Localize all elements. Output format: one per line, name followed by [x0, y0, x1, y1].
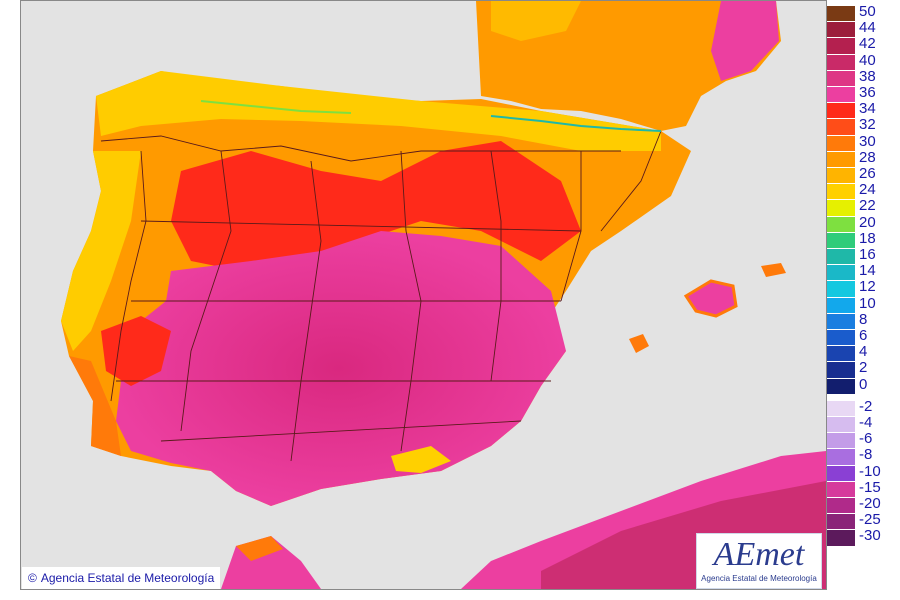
credit-text: Agencia Estatal de Meteorología: [40, 571, 215, 585]
legend-swatch-warm-6: [827, 103, 855, 120]
region-borders: [100, 130, 662, 462]
legend-swatch-cold-3: [827, 449, 855, 466]
legend-label-warm-22: 2: [859, 359, 868, 377]
legend-label-cold-5: -15: [859, 478, 881, 496]
legend-label-warm-9: 28: [859, 148, 876, 166]
france-warm-band: [491, 1, 581, 41]
copyright-icon: ©: [28, 571, 37, 585]
legend-swatch-cold-4: [827, 465, 855, 482]
legend-label-cold-7: -25: [859, 511, 881, 529]
legend-swatch-warm-1: [827, 22, 855, 39]
legend-swatch-cold-2: [827, 433, 855, 450]
legend-swatch-cold-7: [827, 514, 855, 531]
legend-label-warm-7: 32: [859, 116, 876, 134]
temperature-map-frame: [20, 0, 827, 590]
legend-swatch-cold-1: [827, 417, 855, 434]
legend-swatch-warm-4: [827, 70, 855, 87]
temperature-map: [21, 1, 826, 589]
legend-swatch-warm-3: [827, 54, 855, 71]
west-mild-coast: [61, 151, 141, 351]
legend-label-cold-1: -4: [859, 414, 873, 431]
legend-label-warm-1: 44: [859, 19, 876, 37]
logo-wordmark: AEmet: [713, 536, 805, 573]
legend-label-warm-2: 42: [859, 35, 876, 53]
legend-swatch-warm-18: [827, 297, 855, 314]
legend-label-warm-16: 14: [859, 262, 876, 280]
legend-label-warm-21: 4: [859, 343, 868, 361]
legend-swatch-warm-9: [827, 151, 855, 168]
ibiza-island: [629, 334, 649, 353]
legend-swatch-warm-0: [827, 6, 855, 23]
legend-swatch-warm-5: [827, 87, 855, 104]
southwest-hot-pocket: [101, 316, 171, 386]
cantabrian-ridge: [200, 100, 352, 114]
legend-label-cold-0: -2: [859, 397, 873, 415]
legend-label-warm-14: 18: [859, 229, 876, 247]
pyrenees-ridge: [490, 115, 662, 132]
legend-label-cold-8: -30: [859, 527, 881, 545]
legend-swatch-warm-21: [827, 346, 855, 363]
temperature-legend: 50 44 42 40 38 36 34 32 30 28 26 24 22 20 18 16 14 12 10 8 6…: [827, 4, 881, 586]
legend-swatch-cold-0: [827, 400, 855, 417]
legend-swatch-warm-8: [827, 135, 855, 152]
legend-label-warm-5: 36: [859, 84, 876, 101]
legend-swatch-warm-7: [827, 119, 855, 136]
france-hot-zone: [711, 1, 779, 81]
legend-label-warm-3: 40: [859, 51, 876, 69]
legend-swatch-cold-6: [827, 498, 855, 515]
mallorca-island: [683, 279, 738, 318]
legend-label-warm-6: 34: [859, 100, 876, 118]
legend-label-cold-2: -6: [859, 430, 873, 448]
legend-label-warm-11: 24: [859, 181, 876, 199]
legend-label-warm-23: 0: [859, 375, 868, 393]
portugal-coast-rim: [69, 356, 121, 456]
legend-label-warm-19: 8: [859, 310, 868, 328]
legend-swatch-warm-20: [827, 330, 855, 347]
legend-swatch-cold-5: [827, 481, 855, 498]
menorca-island: [761, 263, 786, 277]
legend-swatch-warm-19: [827, 313, 855, 330]
aemet-logo: AEmet Agencia Estatal de Meteorología: [696, 533, 822, 589]
copyright-credit: © Agencia Estatal de Meteorología: [22, 567, 221, 589]
legend-swatch-warm-23: [827, 378, 855, 395]
legend-swatch-warm-16: [827, 265, 855, 282]
legend-label-cold-6: -20: [859, 495, 881, 512]
legend-label-warm-0: 50: [859, 3, 876, 20]
legend-swatch-warm-11: [827, 184, 855, 201]
central-hot-zone: [171, 141, 581, 271]
legend-label-cold-4: -10: [859, 462, 881, 480]
legend-swatch-cold-8: [827, 530, 855, 547]
legend-label-warm-12: 22: [859, 197, 876, 215]
legend-swatch-warm-14: [827, 232, 855, 249]
north-mild-band: [96, 71, 661, 151]
legend-label-warm-4: 38: [859, 67, 876, 85]
legend-swatch-warm-17: [827, 281, 855, 298]
legend-swatch-warm-15: [827, 249, 855, 266]
legend-swatch-warm-10: [827, 168, 855, 185]
legend-label-cold-3: -8: [859, 446, 873, 464]
legend-label-warm-18: 10: [859, 294, 876, 312]
legend-swatch-warm-12: [827, 200, 855, 217]
legend-label-warm-10: 26: [859, 165, 876, 182]
south-coast-mild-patch: [391, 446, 451, 473]
legend-swatch-warm-13: [827, 216, 855, 233]
legend-label-warm-13: 20: [859, 213, 876, 231]
legend-swatch-warm-22: [827, 362, 855, 379]
legend-label-warm-17: 12: [859, 278, 876, 296]
logo-subtitle: Agencia Estatal de Meteorología: [701, 574, 817, 583]
legend-label-warm-20: 6: [859, 327, 868, 344]
legend-label-warm-8: 30: [859, 132, 876, 150]
morocco-orange-rim: [236, 536, 283, 561]
legend-label-warm-15: 16: [859, 246, 876, 263]
legend-swatch-warm-2: [827, 38, 855, 55]
